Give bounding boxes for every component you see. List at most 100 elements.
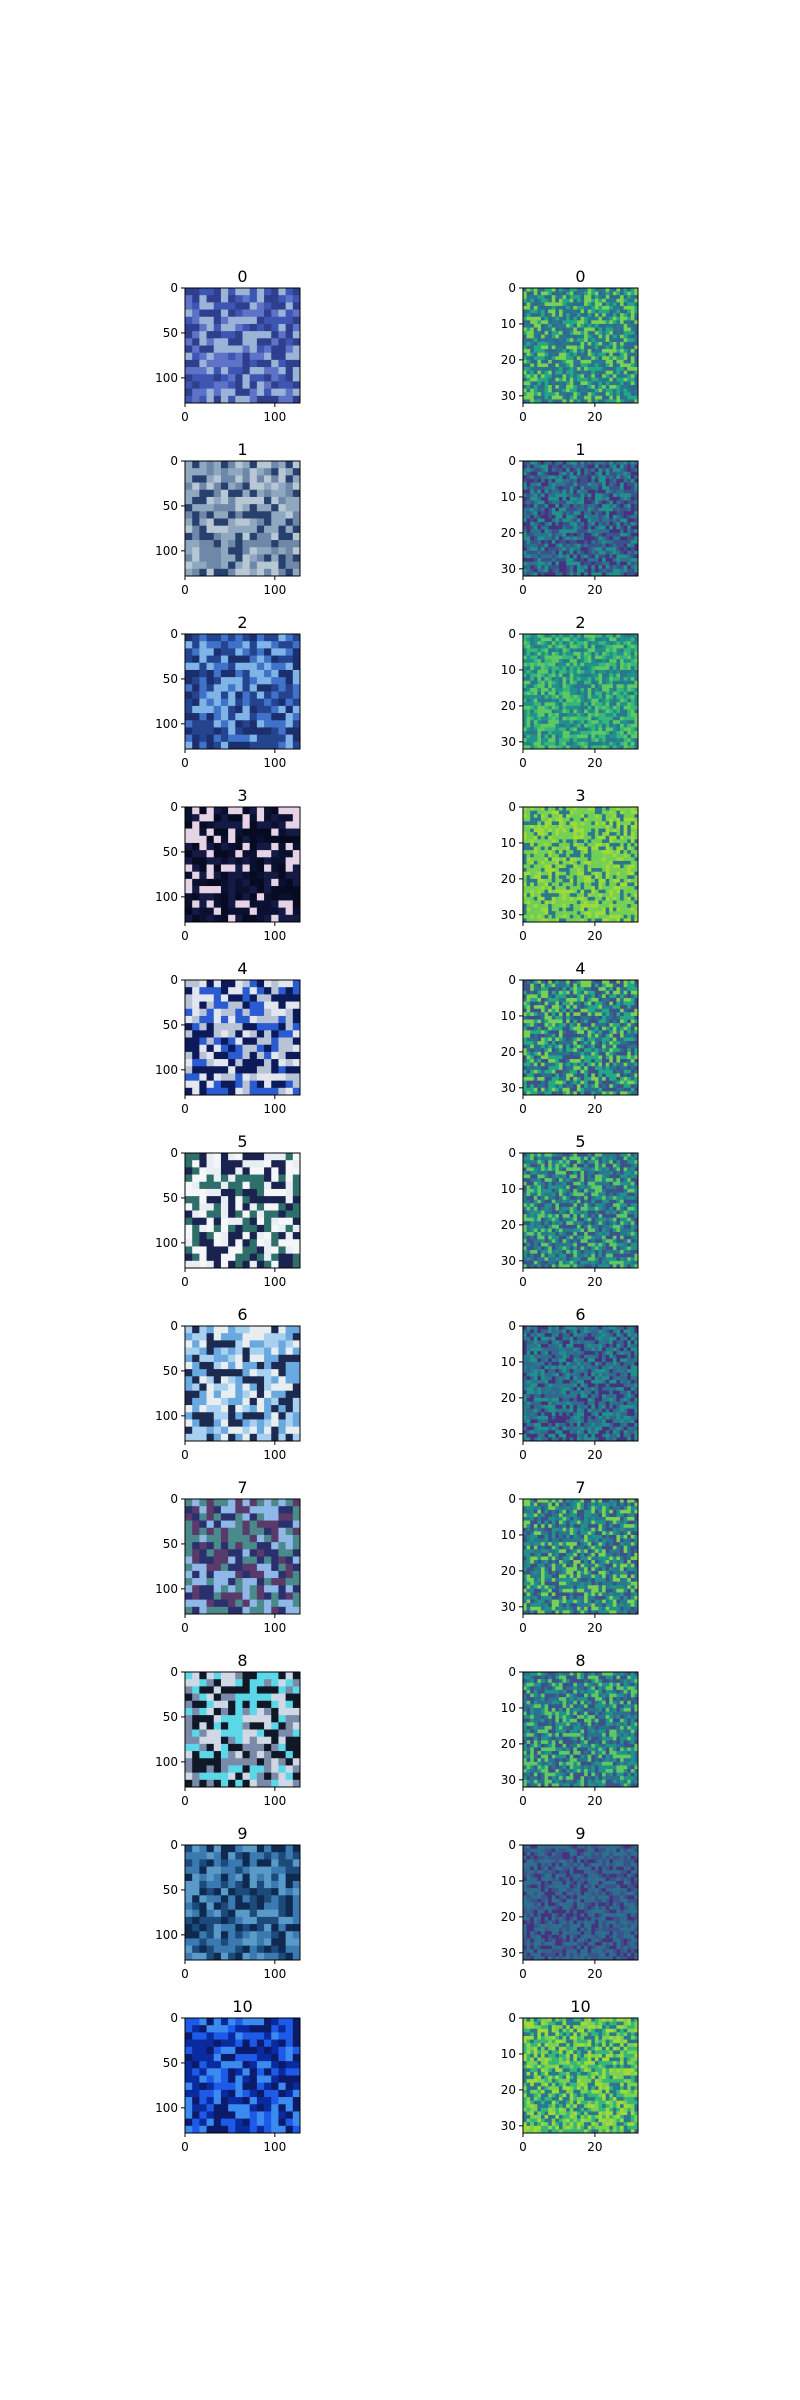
heatmap-cell — [573, 691, 578, 696]
heatmap-cell — [264, 677, 272, 685]
heatmap-cell — [605, 691, 610, 696]
heatmap-cell — [555, 882, 560, 887]
heatmap-cell — [612, 493, 617, 498]
heatmap-cell — [594, 471, 599, 476]
heatmap-cell — [220, 540, 229, 548]
heatmap-cell — [192, 900, 200, 909]
heatmap-cell — [220, 691, 229, 700]
heatmap-cell — [616, 839, 621, 844]
heatmap-cell — [235, 677, 243, 685]
heatmap-cell — [576, 720, 581, 725]
heatmap-cell — [192, 821, 200, 829]
heatmap-cell — [562, 691, 567, 696]
heatmap-cell — [605, 529, 610, 534]
heatmap-cell — [228, 634, 236, 642]
heatmap-cell — [256, 288, 265, 296]
heatmap-cell — [605, 359, 610, 364]
heatmap-cell — [562, 313, 567, 318]
heatmap-cell — [558, 313, 563, 318]
heatmap-cell — [598, 461, 603, 465]
heatmap-cell — [537, 291, 542, 296]
heatmap-cell — [548, 496, 553, 501]
heatmap-cell — [523, 882, 527, 887]
heatmap-cell — [602, 853, 607, 858]
heatmap-cell — [602, 388, 607, 393]
heatmap-cell — [584, 558, 589, 563]
heatmap-cell — [551, 493, 556, 498]
heatmap-cell — [540, 489, 545, 494]
heatmap-cell — [530, 695, 535, 700]
heatmap-cell — [533, 489, 538, 494]
heatmap-cell — [630, 713, 635, 718]
heatmap-cell — [558, 565, 563, 570]
x-tick-label: 0 — [519, 410, 527, 424]
heatmap-cell — [591, 720, 596, 725]
heatmap-cell — [627, 835, 632, 840]
heatmap-cell — [602, 500, 607, 505]
heatmap-cell — [199, 691, 207, 700]
heatmap-cell — [620, 691, 625, 696]
heatmap-cell — [271, 669, 279, 678]
heatmap-cell — [271, 648, 279, 656]
heatmap-cell — [587, 316, 592, 321]
heatmap-cell — [562, 824, 567, 829]
heatmap-cell — [576, 807, 581, 811]
heatmap-cell — [576, 680, 581, 685]
heatmap-cell — [199, 561, 207, 570]
heatmap-cell — [587, 478, 592, 483]
heatmap-cell — [242, 338, 251, 346]
heatmap-cell — [558, 669, 563, 674]
heatmap-cell — [587, 356, 592, 361]
heatmap-cell — [630, 385, 635, 390]
heatmap-cell — [580, 886, 585, 891]
heatmap-cell — [630, 395, 635, 400]
heatmap-cell — [612, 331, 617, 336]
heatmap-cell — [558, 385, 563, 390]
heatmap-cell — [551, 540, 556, 545]
heatmap-cell — [627, 536, 632, 541]
heatmap-cell — [566, 669, 571, 674]
heatmap-cell — [580, 367, 585, 372]
heatmap-cell — [602, 298, 607, 303]
heatmap-cell — [551, 486, 556, 491]
heatmap-cell — [555, 385, 560, 390]
heatmap-cell — [526, 529, 531, 534]
heatmap-cell — [609, 824, 614, 829]
heatmap-cell — [566, 734, 571, 739]
heatmap-cell — [537, 695, 542, 700]
heatmap-cell — [573, 385, 578, 390]
panel-title: 0 — [575, 267, 585, 286]
heatmap-cell — [562, 356, 567, 361]
heatmap-cell — [199, 835, 207, 844]
heatmap-cell — [594, 341, 599, 346]
heatmap-cell — [199, 871, 207, 880]
heatmap-cell — [523, 738, 527, 743]
heatmap-cell — [292, 900, 301, 909]
heatmap-cell — [630, 547, 635, 552]
heatmap-cell — [540, 713, 545, 718]
heatmap-cell — [523, 846, 527, 851]
heatmap-cell — [548, 385, 553, 390]
heatmap-cell — [594, 543, 599, 548]
heatmap-cell — [584, 882, 589, 887]
heatmap-cell — [612, 471, 617, 476]
heatmap-cell — [573, 550, 578, 555]
heatmap-cell — [605, 374, 610, 379]
heatmap-cell — [569, 532, 574, 537]
heatmap-cell — [523, 345, 527, 350]
heatmap-cell — [620, 860, 625, 865]
heatmap-cell — [256, 705, 265, 714]
heatmap-cell — [526, 532, 531, 537]
heatmap-cell — [530, 648, 535, 653]
heatmap-cell — [548, 705, 553, 710]
heatmap-cell — [249, 900, 258, 909]
heatmap-cell — [573, 547, 578, 552]
heatmap-cell — [620, 558, 625, 563]
heatmap-cell — [544, 651, 549, 656]
heatmap-cell — [623, 860, 628, 865]
heatmap-cell — [264, 691, 272, 700]
heatmap-cell — [523, 385, 527, 390]
heatmap-cell — [634, 842, 639, 847]
heatmap-cell — [612, 338, 617, 343]
